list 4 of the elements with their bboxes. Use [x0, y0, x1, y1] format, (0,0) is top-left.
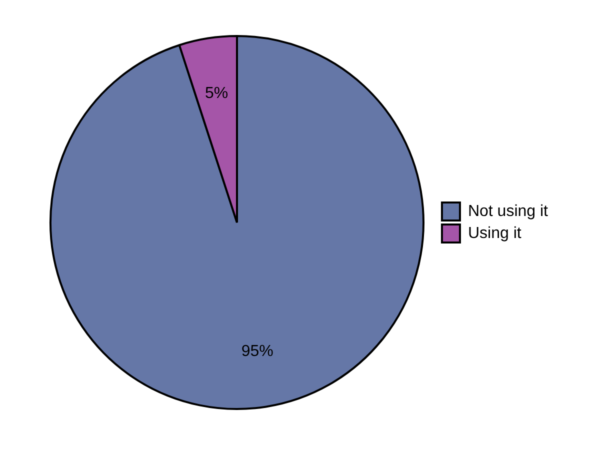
legend-label: Not using it [468, 202, 549, 220]
legend-label: Using it [468, 224, 522, 242]
data-label: 5% [204, 84, 228, 102]
data-label: 95% [241, 342, 274, 360]
